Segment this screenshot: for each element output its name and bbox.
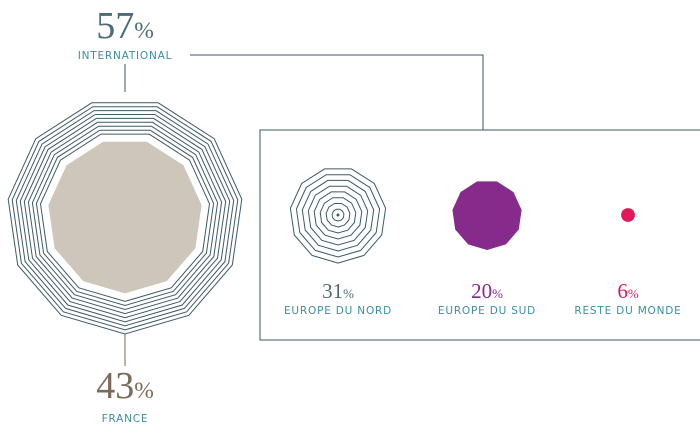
ring [301, 179, 375, 252]
value-label: 31 [322, 279, 343, 303]
ring [319, 197, 357, 234]
ring [331, 208, 345, 222]
breakdown-value: 20% [471, 279, 503, 303]
ring [325, 203, 351, 228]
unit: % [492, 286, 503, 301]
france-area [48, 141, 202, 294]
france-value: 43% [96, 365, 154, 407]
connector [190, 54, 484, 130]
unit: % [134, 378, 154, 404]
ring [307, 185, 369, 246]
france-label: FRANCE [102, 413, 149, 425]
unit: % [628, 286, 639, 301]
value-label: 57 [96, 5, 134, 47]
international-label: INTERNATIONAL [78, 50, 173, 62]
international-value: 57% [96, 5, 154, 47]
breakdown-label: EUROPE DU SUD [438, 305, 536, 317]
value-label: 20 [471, 279, 492, 303]
dot [621, 208, 635, 222]
value-label: 6 [617, 279, 628, 303]
breakdown-value: 31% [322, 279, 354, 303]
ring [313, 191, 363, 240]
ring [289, 168, 387, 264]
ring-center [336, 213, 340, 217]
breakdown-label: RESTE DU MONDE [574, 305, 681, 317]
area [452, 181, 522, 250]
bracket [259, 129, 700, 341]
value-label: 43 [96, 365, 134, 407]
ring [295, 174, 381, 258]
breakdown-label: EUROPE DU NORD [284, 305, 392, 317]
unit: % [134, 18, 154, 44]
breakdown-value: 6% [617, 279, 639, 303]
unit: % [343, 286, 354, 301]
